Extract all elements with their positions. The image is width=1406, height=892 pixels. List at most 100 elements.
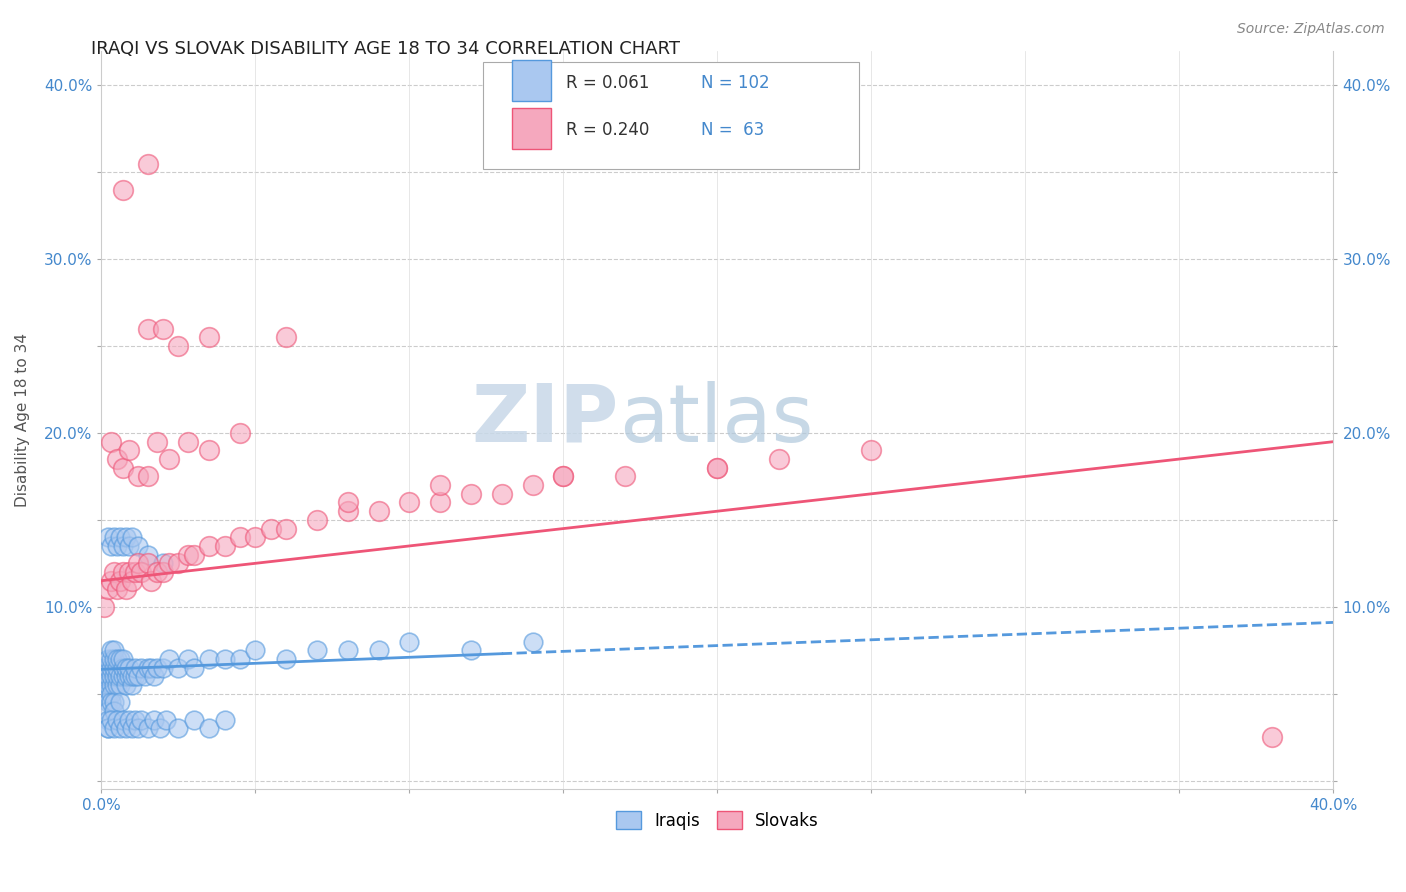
Point <box>142 669 165 683</box>
Point <box>103 660 125 674</box>
Point <box>93 660 115 674</box>
Point <box>367 504 389 518</box>
Point <box>111 660 134 674</box>
Point <box>121 678 143 692</box>
Point <box>115 660 138 674</box>
Point <box>115 678 138 692</box>
Point <box>115 582 138 597</box>
Point <box>229 652 252 666</box>
Point <box>93 687 115 701</box>
Point <box>139 574 162 588</box>
Point <box>97 530 120 544</box>
Point <box>276 522 298 536</box>
Point <box>768 452 790 467</box>
Point <box>108 722 131 736</box>
Point <box>97 582 120 597</box>
Point <box>121 669 143 683</box>
Point <box>124 669 146 683</box>
Text: atlas: atlas <box>619 381 813 459</box>
Point <box>245 643 267 657</box>
Point <box>100 643 122 657</box>
Point <box>105 452 128 467</box>
Point <box>706 460 728 475</box>
Point <box>305 513 328 527</box>
Point <box>149 722 172 736</box>
Point <box>131 660 153 674</box>
Point <box>111 539 134 553</box>
Point <box>146 565 169 579</box>
Point <box>176 434 198 449</box>
Point <box>100 574 122 588</box>
Point <box>245 530 267 544</box>
Point <box>176 652 198 666</box>
Point <box>118 713 141 727</box>
Point <box>100 660 122 674</box>
Point <box>108 695 131 709</box>
Point <box>460 643 482 657</box>
Point <box>706 460 728 475</box>
Point <box>157 557 180 571</box>
Point <box>198 539 221 553</box>
Point <box>97 652 120 666</box>
Point <box>100 669 122 683</box>
Y-axis label: Disability Age 18 to 34: Disability Age 18 to 34 <box>15 333 30 507</box>
Point <box>97 704 120 718</box>
Point <box>103 669 125 683</box>
Point <box>108 652 131 666</box>
Bar <box>512 108 551 149</box>
Point <box>103 530 125 544</box>
Point <box>97 695 120 709</box>
Point <box>152 660 174 674</box>
Point <box>136 469 159 483</box>
Point <box>183 548 205 562</box>
Point <box>108 574 131 588</box>
Point <box>103 678 125 692</box>
Point <box>111 460 134 475</box>
Point <box>198 443 221 458</box>
Point <box>183 660 205 674</box>
Point <box>100 678 122 692</box>
Point <box>111 652 134 666</box>
Point <box>111 713 134 727</box>
Point <box>1261 730 1284 744</box>
Point <box>111 565 134 579</box>
Point <box>127 669 149 683</box>
Point <box>214 713 236 727</box>
Point <box>136 557 159 571</box>
Point <box>121 574 143 588</box>
Point <box>214 539 236 553</box>
Point <box>103 643 125 657</box>
Text: R = 0.061: R = 0.061 <box>565 73 650 92</box>
Point <box>276 330 298 344</box>
Point <box>93 599 115 614</box>
Point <box>136 322 159 336</box>
Point <box>336 643 359 657</box>
Text: Source: ZipAtlas.com: Source: ZipAtlas.com <box>1237 22 1385 37</box>
Point <box>136 156 159 170</box>
Point <box>127 469 149 483</box>
Point <box>121 722 143 736</box>
Point <box>108 678 131 692</box>
Point <box>367 643 389 657</box>
Point <box>100 434 122 449</box>
Text: IRAQI VS SLOVAK DISABILITY AGE 18 TO 34 CORRELATION CHART: IRAQI VS SLOVAK DISABILITY AGE 18 TO 34 … <box>91 40 681 58</box>
Point <box>614 469 637 483</box>
Point <box>97 660 120 674</box>
Point <box>124 713 146 727</box>
Point <box>131 565 153 579</box>
Legend: Iraqis, Slovaks: Iraqis, Slovaks <box>609 805 825 837</box>
Point <box>100 695 122 709</box>
Point <box>229 425 252 440</box>
Point <box>260 522 283 536</box>
Point <box>136 548 159 562</box>
Point <box>105 669 128 683</box>
Point <box>100 652 122 666</box>
Point <box>108 669 131 683</box>
Bar <box>512 61 551 101</box>
Point <box>100 713 122 727</box>
Point <box>176 548 198 562</box>
Text: R = 0.240: R = 0.240 <box>565 121 650 139</box>
Point <box>152 322 174 336</box>
Point <box>460 487 482 501</box>
Point <box>103 565 125 579</box>
